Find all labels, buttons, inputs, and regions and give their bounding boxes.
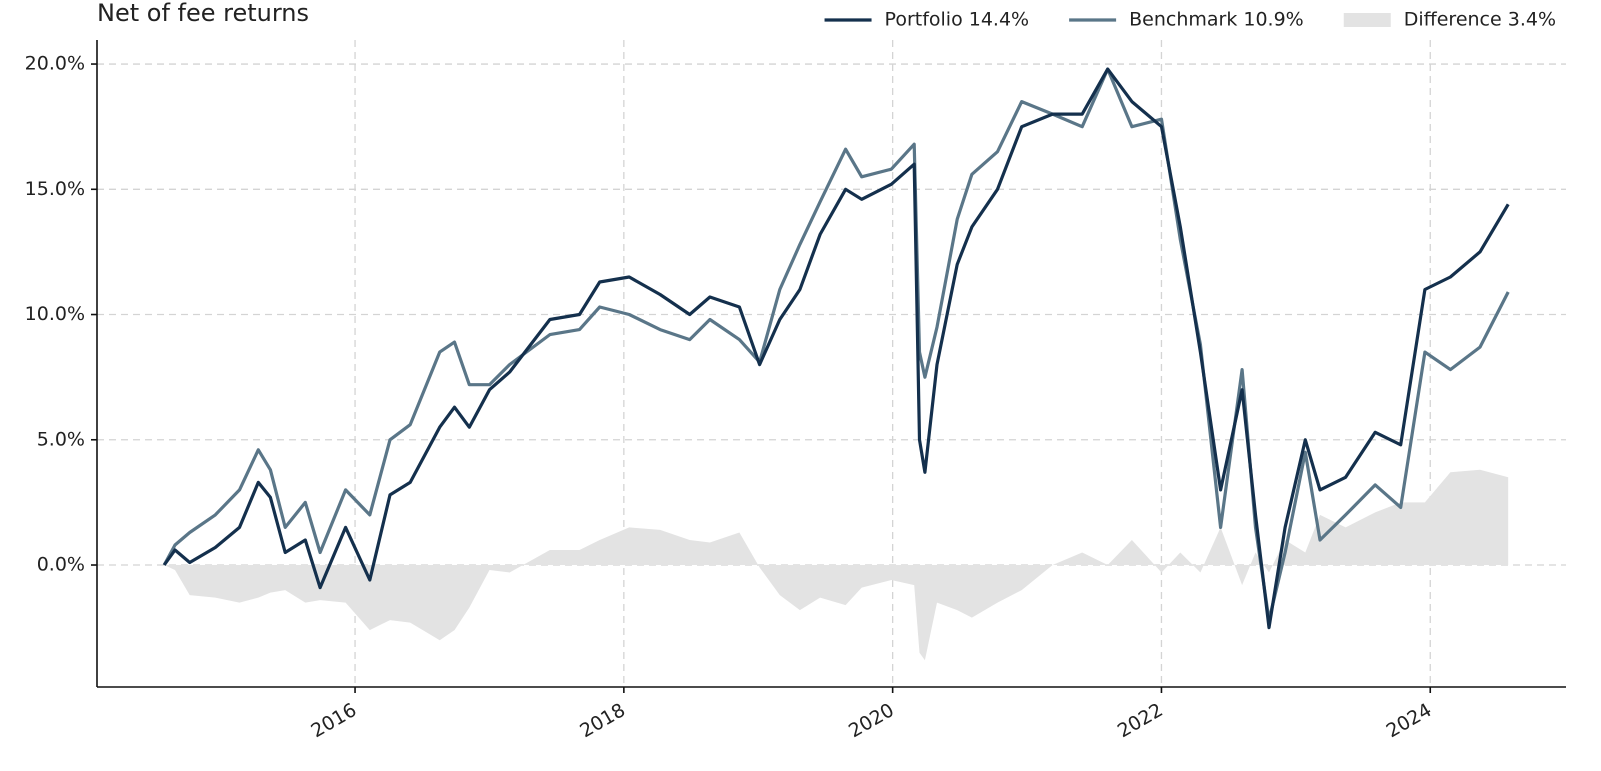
legend-label: Difference 3.4%: [1404, 9, 1556, 31]
legend-swatch: [1343, 13, 1391, 27]
y-tick-label: 5.0%: [37, 428, 85, 450]
y-tick-label: 10.0%: [25, 303, 85, 325]
x-tick-label: 2020: [845, 699, 898, 742]
x-tick-label: 2016: [307, 699, 360, 742]
legend-label: Portfolio 14.4%: [885, 9, 1030, 31]
legend-item: Benchmark 10.9%: [1069, 9, 1304, 31]
x-tick-label: 2024: [1383, 699, 1436, 742]
y-tick-label: 0.0%: [37, 554, 85, 576]
x-tick-label: 2022: [1114, 699, 1167, 742]
y-tick-label: 20.0%: [25, 53, 85, 75]
legend-item: Difference 3.4%: [1343, 9, 1556, 31]
line: [162, 67, 1510, 622]
chart-title: Net of fee returns: [97, 0, 309, 27]
x-tick-label: 2018: [576, 699, 629, 742]
legend-label: Benchmark 10.9%: [1129, 9, 1304, 31]
y-tick-label: 15.0%: [25, 178, 85, 200]
legend: Portfolio 14.4% Benchmark 10.9% Difference…: [824, 9, 1556, 31]
legend-item: Portfolio 14.4%: [824, 9, 1030, 31]
line: [162, 67, 1510, 630]
